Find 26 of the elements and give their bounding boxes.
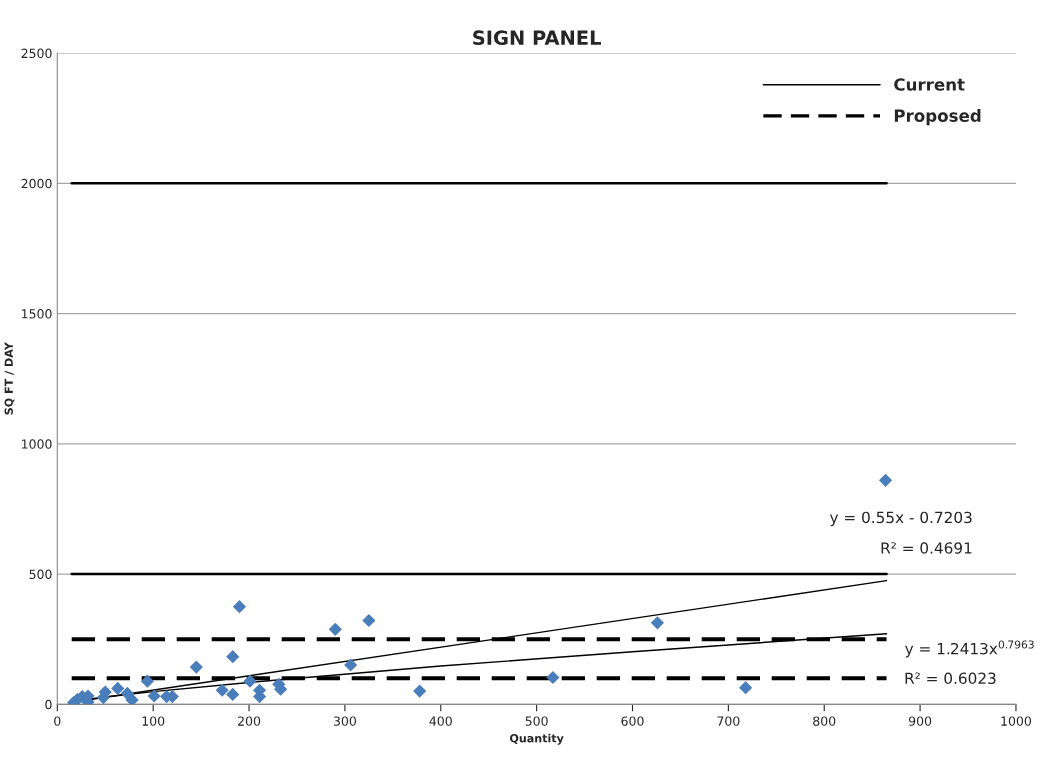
y-tick-label: 1000 [22, 439, 52, 449]
x-tick-label: 1000 [1001, 716, 1032, 726]
annotation: R² = 0.6023 [905, 672, 996, 685]
text: Current [894, 78, 965, 91]
x-tick-label: 200 [238, 716, 261, 726]
x-tick-label: 500 [525, 716, 548, 726]
x-tick-label: 300 [333, 716, 356, 726]
annotation: R² = 0.4691 [881, 542, 972, 554]
annotation: y = 0.55x - 0.7203 [829, 511, 972, 527]
x-tick-label: 100 [142, 716, 165, 726]
x-tick-label: 700 [717, 716, 740, 726]
x-tick-label: 600 [621, 716, 644, 726]
chart-title: SIGN PANEL [473, 30, 601, 46]
annotation: y = 1.2413x$^{0.7963}$ [905, 640, 1034, 658]
text: Proposed [894, 109, 981, 126]
x-tick-label: 0 [54, 716, 61, 726]
x-tick-label: 900 [908, 716, 932, 726]
y-tick-label: 2500 [21, 48, 52, 59]
y-tick-label: 500 [29, 569, 52, 580]
y-tick-label: 0 [45, 699, 52, 710]
x-axis-title: Quantity [509, 733, 564, 745]
y-tick-label: 1500 [22, 309, 52, 319]
x-tick-label: 800 [813, 716, 836, 726]
x-tick-label: 400 [429, 716, 452, 726]
y-axis-title: SQ FT / DAY [4, 342, 15, 415]
y-tick-label: 2000 [21, 178, 52, 189]
